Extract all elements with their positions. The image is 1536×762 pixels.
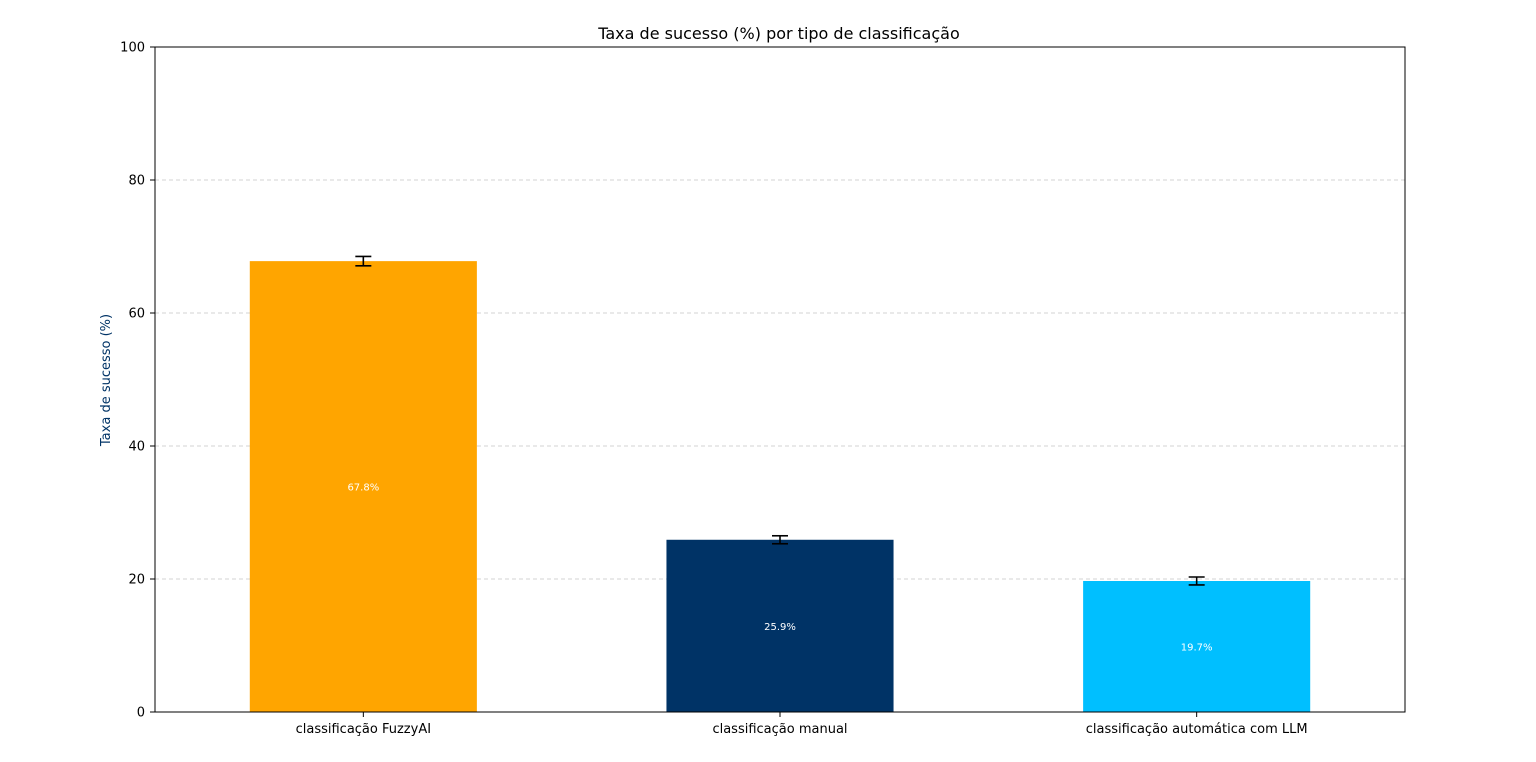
- error-bars: [355, 255, 1205, 586]
- bar: [1083, 580, 1311, 712]
- data-label: 19.7%: [1181, 642, 1213, 653]
- data-label: 67.8%: [347, 483, 379, 494]
- y-tick-label: 0: [137, 706, 145, 721]
- y-axis-ticks: 0 20 40 60 80 100: [120, 41, 155, 721]
- bar: [249, 261, 477, 712]
- y-tick-label: 60: [128, 307, 145, 322]
- y-tick-label: 80: [128, 174, 145, 189]
- x-tick-label: classificação manual: [712, 722, 847, 737]
- y-tick-label: 20: [128, 573, 145, 588]
- y-axis-label: Taxa de sucesso (%): [99, 314, 114, 447]
- bar: [666, 539, 894, 712]
- x-axis-ticks: classificação FuzzyAI classificação manua…: [296, 712, 1308, 737]
- y-tick-label: 40: [128, 440, 145, 455]
- bars: [249, 261, 1311, 712]
- data-labels: 67.8% 25.9% 19.7%: [347, 483, 1212, 654]
- data-label: 25.9%: [764, 622, 796, 633]
- y-tick-label: 100: [120, 41, 145, 56]
- x-tick-label: classificação automática com LLM: [1086, 722, 1308, 737]
- chart-title: Taxa de sucesso (%) por tipo de classifi…: [597, 24, 960, 43]
- x-tick-label: classificação FuzzyAI: [296, 722, 431, 737]
